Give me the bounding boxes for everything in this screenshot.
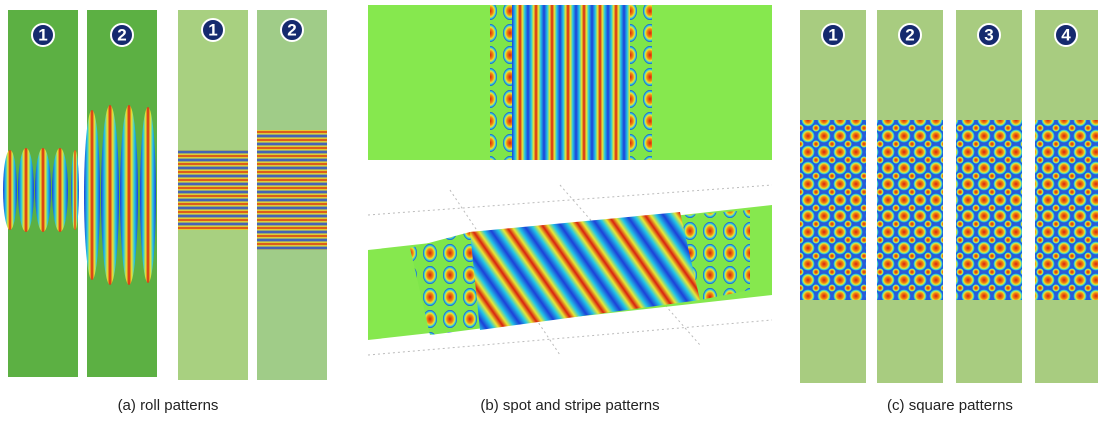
spots xyxy=(490,5,512,160)
panel-c: 1 2 3 4 (c) square patterns xyxy=(800,10,1098,414)
panel-label: 2 xyxy=(287,21,296,40)
caption: (a) roll patterns xyxy=(118,397,219,414)
figure: 1 2 1 2 (a) roll patterns (b) spot and s… xyxy=(0,0,1098,443)
squares xyxy=(956,120,1022,300)
panel-label: 1 xyxy=(828,26,837,45)
panel-label: 2 xyxy=(117,26,126,45)
caption: (b) spot and stripe patterns xyxy=(480,397,659,414)
panel-b: (b) spot and stripe patterns xyxy=(368,5,772,414)
caption: (c) square patterns xyxy=(887,397,1013,414)
rolls xyxy=(178,150,248,230)
stripes xyxy=(512,5,630,160)
rolls xyxy=(257,130,327,250)
panel-label: 2 xyxy=(905,26,914,45)
panel-label: 1 xyxy=(208,21,217,40)
panel-label: 4 xyxy=(1061,26,1071,45)
spots xyxy=(630,5,652,160)
squares xyxy=(877,120,943,300)
panel-label: 3 xyxy=(984,26,993,45)
squares xyxy=(1035,120,1098,300)
panel-label: 1 xyxy=(38,26,47,45)
stripes xyxy=(470,212,700,330)
squares xyxy=(800,120,866,300)
panel-a: 1 2 1 2 (a) roll patterns xyxy=(3,10,327,414)
